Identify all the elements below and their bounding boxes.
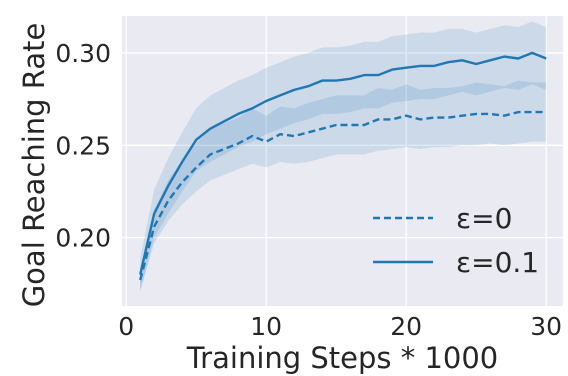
y-tick-label: 0.30 (55, 39, 111, 68)
legend-label-1: ε=0.1 (456, 246, 539, 279)
plot-background (122, 16, 563, 306)
y-tick-label: 0.20 (55, 224, 111, 253)
x-tick-label: 20 (390, 312, 422, 341)
x-tick-label: 30 (530, 312, 562, 341)
y-axis-ticks: 0.20 0.25 0.30 (55, 39, 111, 253)
confidence-bands (140, 21, 547, 292)
series-lines (139, 51, 547, 281)
series-line-0 (139, 110, 547, 281)
x-tick-label: 0 (118, 312, 134, 341)
confidence-band-series-1 (140, 21, 547, 292)
confidence-band-series-0 (140, 80, 547, 292)
y-axis-label: Goal Reaching Rate (17, 23, 51, 308)
series-line-1 (139, 51, 547, 275)
legend-label-0: ε=0 (456, 202, 512, 235)
x-axis-label: Training Steps * 1000 (186, 341, 499, 375)
y-tick-label: 0.25 (55, 131, 111, 160)
legend: ε=0 ε=0.1 (373, 202, 539, 279)
x-tick-label: 10 (250, 312, 282, 341)
x-axis-ticks: 0 10 20 30 (118, 312, 562, 341)
grid (122, 16, 563, 306)
